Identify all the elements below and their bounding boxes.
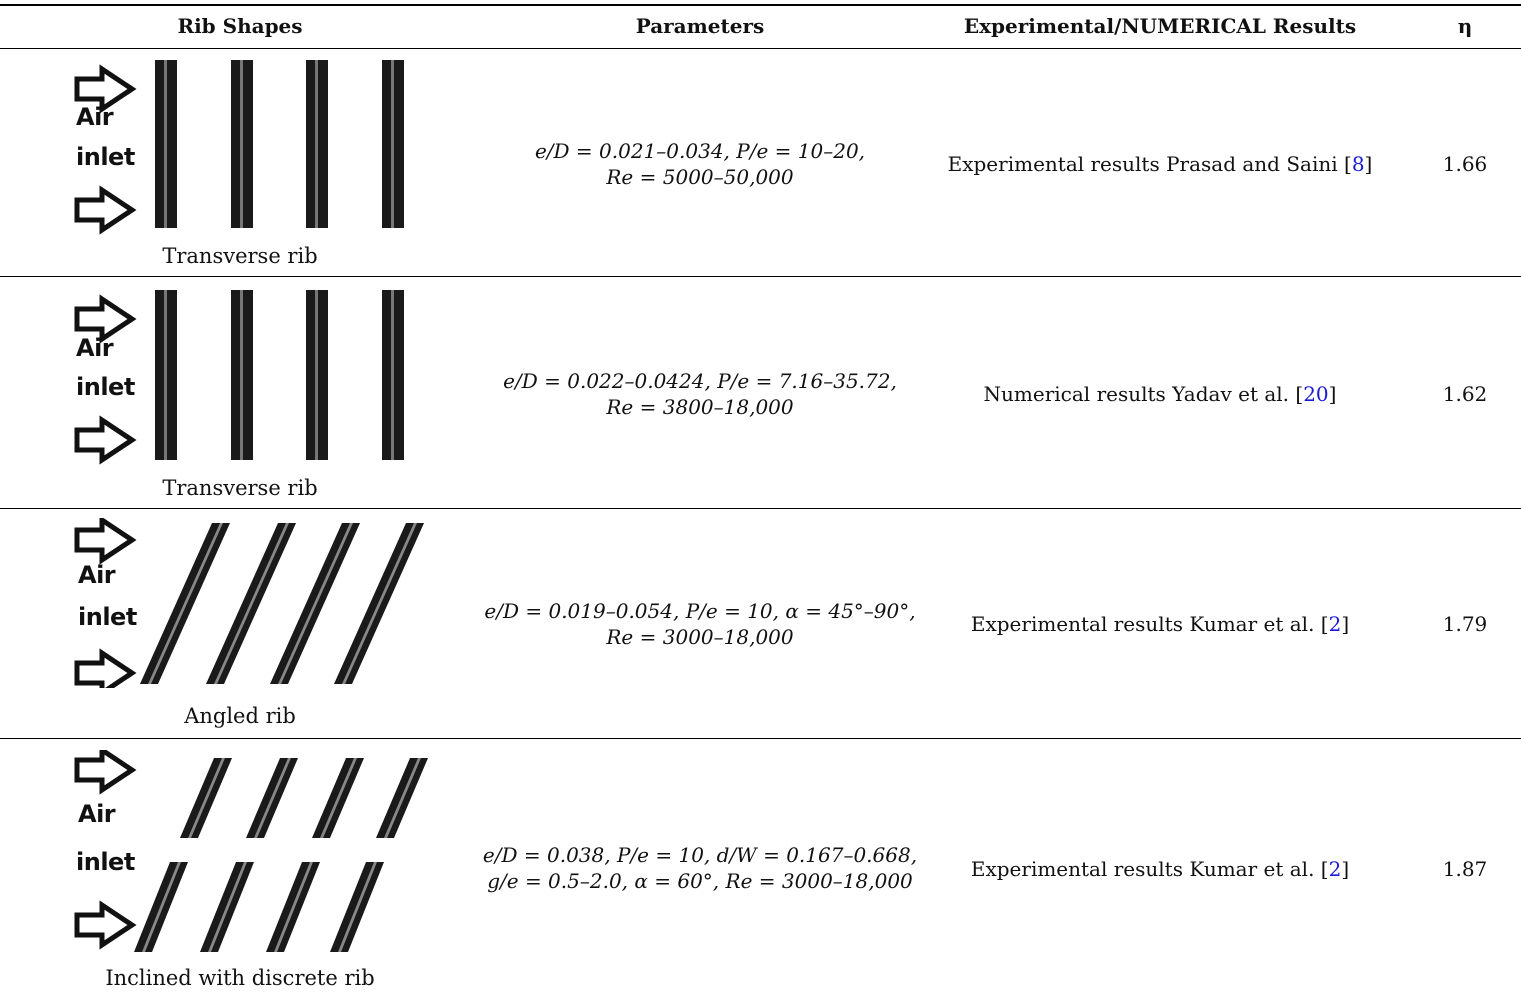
discrete-rib-figure bbox=[74, 750, 428, 952]
rib-bars bbox=[155, 60, 404, 228]
parameters-cell: e/D = 0.019–0.054, P/e = 10, α = 45°–90°… bbox=[470, 598, 930, 650]
eta-value: 1.79 bbox=[1442, 612, 1488, 636]
results-text: Experimental results Kumar et al. [ bbox=[970, 857, 1329, 881]
row-divider bbox=[0, 738, 1521, 739]
air-label: Air bbox=[76, 103, 114, 131]
arrow-icon bbox=[74, 518, 137, 565]
arrow-icon bbox=[74, 900, 137, 950]
parameters-line: Re = 5000–50,000 bbox=[606, 165, 794, 189]
arrow-icon bbox=[74, 64, 137, 114]
table-top-rule bbox=[0, 4, 1521, 6]
transverse-rib-figure bbox=[74, 60, 404, 235]
eta-value: 1.87 bbox=[1442, 857, 1488, 881]
rib-bars bbox=[140, 523, 424, 684]
results-cell: Numerical results Yadav et al. [20] bbox=[930, 381, 1390, 407]
air-label: Air bbox=[76, 334, 114, 362]
results-text: Numerical results Yadav et al. [ bbox=[983, 382, 1304, 406]
air-label: Air bbox=[78, 800, 116, 828]
arrow-icon bbox=[74, 185, 137, 235]
parameters-cell: e/D = 0.038, P/e = 10, d/W = 0.167–0.668… bbox=[450, 842, 950, 894]
parameters-line: e/D = 0.021–0.034, P/e = 10–20, bbox=[534, 139, 866, 163]
header-parameters: Parameters bbox=[635, 14, 765, 38]
arrow-icon bbox=[74, 294, 137, 344]
results-cell: Experimental results Kumar et al. [2] bbox=[930, 611, 1390, 637]
eta-value: 1.62 bbox=[1442, 382, 1488, 406]
parameters-cell: e/D = 0.021–0.034, P/e = 10–20, Re = 500… bbox=[470, 138, 930, 190]
rib-caption: Transverse rib bbox=[162, 244, 318, 268]
row-divider bbox=[0, 276, 1521, 277]
parameters-line: e/D = 0.022–0.0424, P/e = 7.16–35.72, bbox=[503, 369, 897, 393]
rib-caption: Inclined with discrete rib bbox=[105, 966, 375, 990]
parameters-line: Re = 3800–18,000 bbox=[606, 395, 794, 419]
header-results: Experimental/NUMERICAL Results bbox=[963, 14, 1357, 38]
bracket: ] bbox=[1328, 382, 1337, 406]
arrow-icon bbox=[74, 648, 137, 688]
results-text: Experimental results Kumar et al. [ bbox=[970, 612, 1329, 636]
header-rib-shapes: Rib Shapes bbox=[177, 14, 303, 38]
parameters-line: e/D = 0.038, P/e = 10, d/W = 0.167–0.668… bbox=[482, 843, 918, 867]
parameters-line: e/D = 0.019–0.054, P/e = 10, α = 45°–90°… bbox=[484, 599, 916, 623]
header-eta: η bbox=[1457, 14, 1473, 38]
arrow-icon bbox=[74, 415, 137, 465]
results-cell: Experimental results Prasad and Saini [8… bbox=[930, 151, 1390, 177]
results-cell: Experimental results Kumar et al. [2] bbox=[930, 856, 1390, 882]
air-label: Air bbox=[78, 561, 116, 589]
citation-link[interactable]: 20 bbox=[1303, 382, 1329, 406]
citation-link[interactable]: 2 bbox=[1328, 857, 1342, 881]
rib-bars-lower bbox=[134, 862, 384, 952]
parameters-line: g/e = 0.5–2.0, α = 60°, Re = 3000–18,000 bbox=[487, 869, 913, 893]
citation-link[interactable]: 2 bbox=[1328, 612, 1342, 636]
bracket: ] bbox=[1364, 152, 1373, 176]
bracket: ] bbox=[1341, 857, 1350, 881]
table-header-rule bbox=[0, 48, 1521, 49]
rib-bars-upper bbox=[180, 758, 428, 838]
rib-caption: Transverse rib bbox=[162, 476, 318, 500]
parameters-cell: e/D = 0.022–0.0424, P/e = 7.16–35.72, Re… bbox=[470, 368, 930, 420]
transverse-rib-figure bbox=[74, 290, 404, 465]
inlet-label: inlet bbox=[76, 373, 135, 401]
citation-link[interactable]: 8 bbox=[1351, 152, 1365, 176]
row-divider bbox=[0, 508, 1521, 509]
rib-caption: Angled rib bbox=[184, 704, 296, 728]
inlet-label: inlet bbox=[76, 143, 135, 171]
rib-bars bbox=[155, 290, 404, 460]
inlet-label: inlet bbox=[76, 848, 135, 876]
inlet-label: inlet bbox=[78, 603, 137, 631]
eta-value: 1.66 bbox=[1442, 152, 1488, 176]
angled-rib-figure bbox=[74, 518, 424, 688]
parameters-line: Re = 3000–18,000 bbox=[606, 625, 794, 649]
results-text: Experimental results Prasad and Saini [ bbox=[947, 152, 1352, 176]
bracket: ] bbox=[1341, 612, 1350, 636]
arrow-icon bbox=[74, 750, 137, 795]
